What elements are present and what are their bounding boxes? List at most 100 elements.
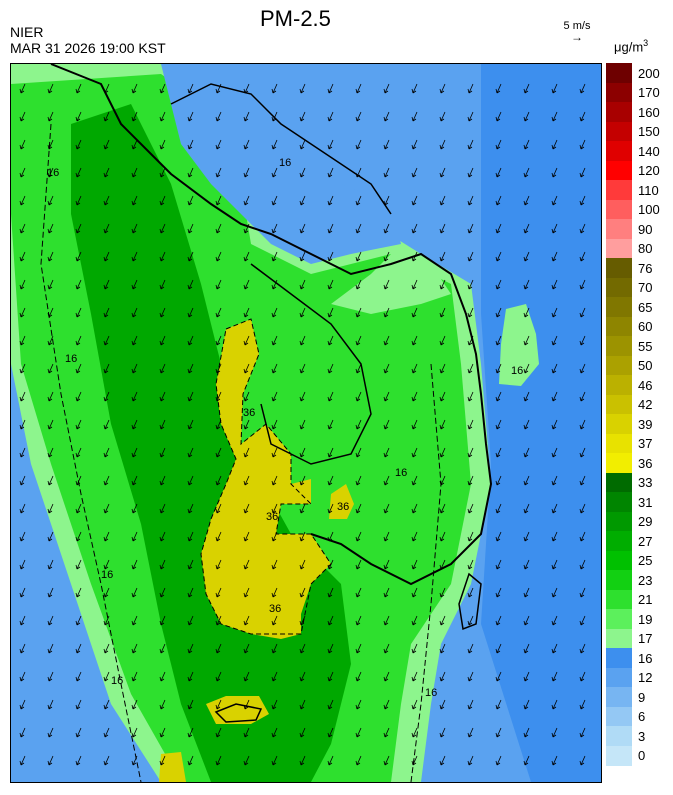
- wind-arrow-icon: [383, 531, 390, 542]
- wind-arrow-icon: [327, 643, 334, 654]
- wind-arrow-icon: [383, 643, 390, 654]
- wind-arrow-icon: [467, 503, 474, 514]
- wind-arrow-icon: [551, 279, 558, 290]
- wind-arrow-icon: [75, 279, 82, 290]
- wind-arrow-icon: [159, 671, 166, 682]
- legend-tick-label: 160: [638, 104, 660, 120]
- wind-arrow-icon: [355, 335, 362, 346]
- wind-arrow-icon: [439, 447, 446, 458]
- wind-arrow-icon: [327, 335, 334, 346]
- wind-arrow-icon: [355, 363, 362, 374]
- wind-arrow-icon: [215, 503, 222, 514]
- wind-arrow-icon: [383, 223, 390, 234]
- wind-arrow-icon: [187, 531, 194, 542]
- border-outline: [170, 83, 392, 215]
- wind-arrow-icon: [411, 643, 418, 654]
- wind-arrow-icon: [103, 671, 110, 682]
- wind-arrow-icon: [159, 335, 166, 346]
- legend-tick-label: 31: [638, 494, 653, 510]
- wind-arrow-icon: [271, 559, 278, 570]
- wind-arrow-icon: [159, 615, 166, 626]
- wind-arrow-icon: [75, 335, 82, 346]
- wind-arrow-icon: [47, 363, 54, 374]
- wind-arrow-icon: [243, 503, 250, 514]
- legend-tick-label: 12: [638, 670, 653, 686]
- wind-arrow-icon: [467, 699, 474, 710]
- wind-arrow-icon: [355, 223, 362, 234]
- wind-arrow-icon: [47, 643, 54, 654]
- wind-arrow-icon: [411, 279, 418, 290]
- wind-arrow-icon: [523, 307, 530, 318]
- wind-arrow-icon: [327, 755, 334, 766]
- wind-arrow-icon: [495, 531, 502, 542]
- wind-arrow-icon: [75, 223, 82, 234]
- wind-arrow-icon: [159, 587, 166, 598]
- wind-arrow-icon: [75, 615, 82, 626]
- wind-arrow-icon: [383, 503, 390, 514]
- wind-arrow-icon: [551, 363, 558, 374]
- wind-arrow-icon: [383, 475, 390, 486]
- wind-arrow-icon: [411, 587, 418, 598]
- wind-arrow-icon: [159, 559, 166, 570]
- wind-arrow-icon: [579, 559, 586, 570]
- legend-tick-label: 33: [638, 475, 653, 491]
- wind-arrow-icon: [439, 727, 446, 738]
- wind-arrow-icon: [131, 195, 138, 206]
- wind-arrow-icon: [579, 447, 586, 458]
- wind-arrow-icon: [19, 195, 26, 206]
- wind-arrow-icon: [327, 419, 334, 430]
- wind-arrow-icon: [159, 475, 166, 486]
- wind-arrow-icon: [271, 531, 278, 542]
- legend-tick-label: 39: [638, 416, 653, 432]
- wind-arrow-icon: [551, 587, 558, 598]
- legend-tick-label: 3: [638, 728, 646, 744]
- pm25-map[interactable]: 16 16 16 16 16 16 36 36 36 36 16 16: [10, 63, 602, 783]
- wind-arrow-icon: [467, 307, 474, 318]
- wind-arrow-icon: [355, 251, 362, 262]
- wind-arrow-icon: [131, 559, 138, 570]
- wind-arrow-icon: [131, 643, 138, 654]
- legend-tick-label: 46: [638, 377, 653, 393]
- wind-arrow-icon: [327, 531, 334, 542]
- wind-arrow-icon: [411, 83, 418, 94]
- legend-swatch: [606, 570, 632, 590]
- wind-arrow-icon: [75, 447, 82, 458]
- legend-tick-label: 80: [638, 241, 653, 257]
- wind-arrow-icon: [411, 223, 418, 234]
- east-sea-blue: [481, 64, 601, 782]
- wind-arrow-icon: [187, 167, 194, 178]
- wind-arrow-icon: [243, 83, 250, 94]
- wind-arrow-icon: [355, 699, 362, 710]
- wind-arrow-icon: [75, 139, 82, 150]
- wind-arrow-icon: [579, 335, 586, 346]
- wind-arrow-icon: [551, 251, 558, 262]
- wind-arrow-icon: [271, 111, 278, 122]
- wind-arrow-icon: [271, 419, 278, 430]
- wind-arrow-icon: [243, 447, 250, 458]
- wind-arrow-icon: [523, 559, 530, 570]
- legend-swatch: [606, 394, 632, 415]
- legend-swatch: [606, 550, 632, 571]
- legend-tick-label: 100: [638, 202, 660, 218]
- wind-arrow-icon: [495, 363, 502, 374]
- wind-arrow-icon: [215, 83, 222, 94]
- legend-tick-label: 25: [638, 553, 653, 569]
- wind-arrow-icon: [187, 559, 194, 570]
- wind-arrow-icon: [103, 363, 110, 374]
- wind-arrow-icon: [215, 755, 222, 766]
- wind-arrow-icon: [467, 643, 474, 654]
- wind-arrow-icon: [327, 279, 334, 290]
- contour-label-group: 16 16 16 16 16 16 36 36 36 36 16 16: [47, 157, 523, 699]
- wind-arrow-icon: [47, 531, 54, 542]
- wind-arrow-icon: [187, 671, 194, 682]
- wind-arrow-icon: [271, 615, 278, 626]
- wind-arrow-icon: [383, 139, 390, 150]
- wind-arrow-icon: [551, 139, 558, 150]
- legend-swatch: [606, 375, 632, 395]
- wind-arrow-icon: [327, 475, 334, 486]
- wind-arrow-icon: [467, 251, 474, 262]
- wind-scale-label: 5 m/s: [563, 20, 591, 32]
- wind-arrow-icon: [131, 167, 138, 178]
- wind-arrow-icon: [383, 755, 390, 766]
- wind-arrow-icon: [215, 727, 222, 738]
